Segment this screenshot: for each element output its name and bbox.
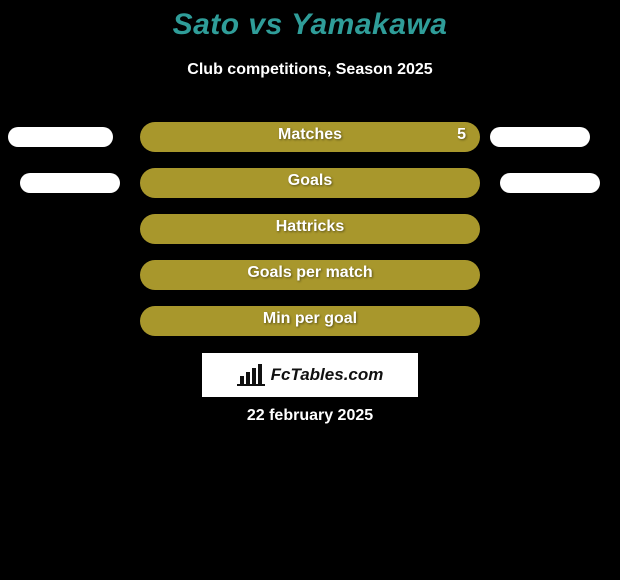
row-hattricks-label: Hattricks: [140, 218, 480, 236]
row-mpg: Min per goal: [0, 306, 620, 336]
bar-chart-icon: [237, 364, 265, 386]
row-hattricks: Hattricks: [0, 214, 620, 244]
row-goals-right-pill: [500, 173, 600, 193]
row-hattricks-center: Hattricks: [140, 214, 480, 244]
row-matches-right-pill: [490, 127, 590, 147]
row-mpg-center: Min per goal: [140, 306, 480, 336]
row-matches: Matches 5: [0, 122, 620, 152]
row-goals-label: Goals: [140, 172, 480, 190]
page-subtitle: Club competitions, Season 2025: [0, 61, 620, 79]
row-gpm: Goals per match: [0, 260, 620, 290]
row-matches-value-right: 5: [457, 126, 466, 144]
source-badge: FcTables.com: [202, 353, 418, 397]
row-goals-left-pill: [20, 173, 120, 193]
row-gpm-center: Goals per match: [140, 260, 480, 290]
source-badge-text: FcTables.com: [271, 365, 384, 385]
row-matches-left-pill: [8, 127, 113, 147]
row-mpg-label: Min per goal: [140, 310, 480, 328]
row-goals: Goals: [0, 168, 620, 198]
row-goals-center: Goals: [140, 168, 480, 198]
page-title: Sato vs Yamakawa: [0, 8, 620, 42]
comparison-infographic: Sato vs Yamakawa Club competitions, Seas…: [0, 0, 620, 580]
row-matches-center: Matches 5: [140, 122, 480, 152]
row-gpm-label: Goals per match: [140, 264, 480, 282]
row-matches-label: Matches: [140, 126, 480, 144]
footer-date: 22 february 2025: [0, 407, 620, 425]
stat-rows: Matches 5 Goals Hattricks Goals per matc…: [0, 122, 620, 352]
